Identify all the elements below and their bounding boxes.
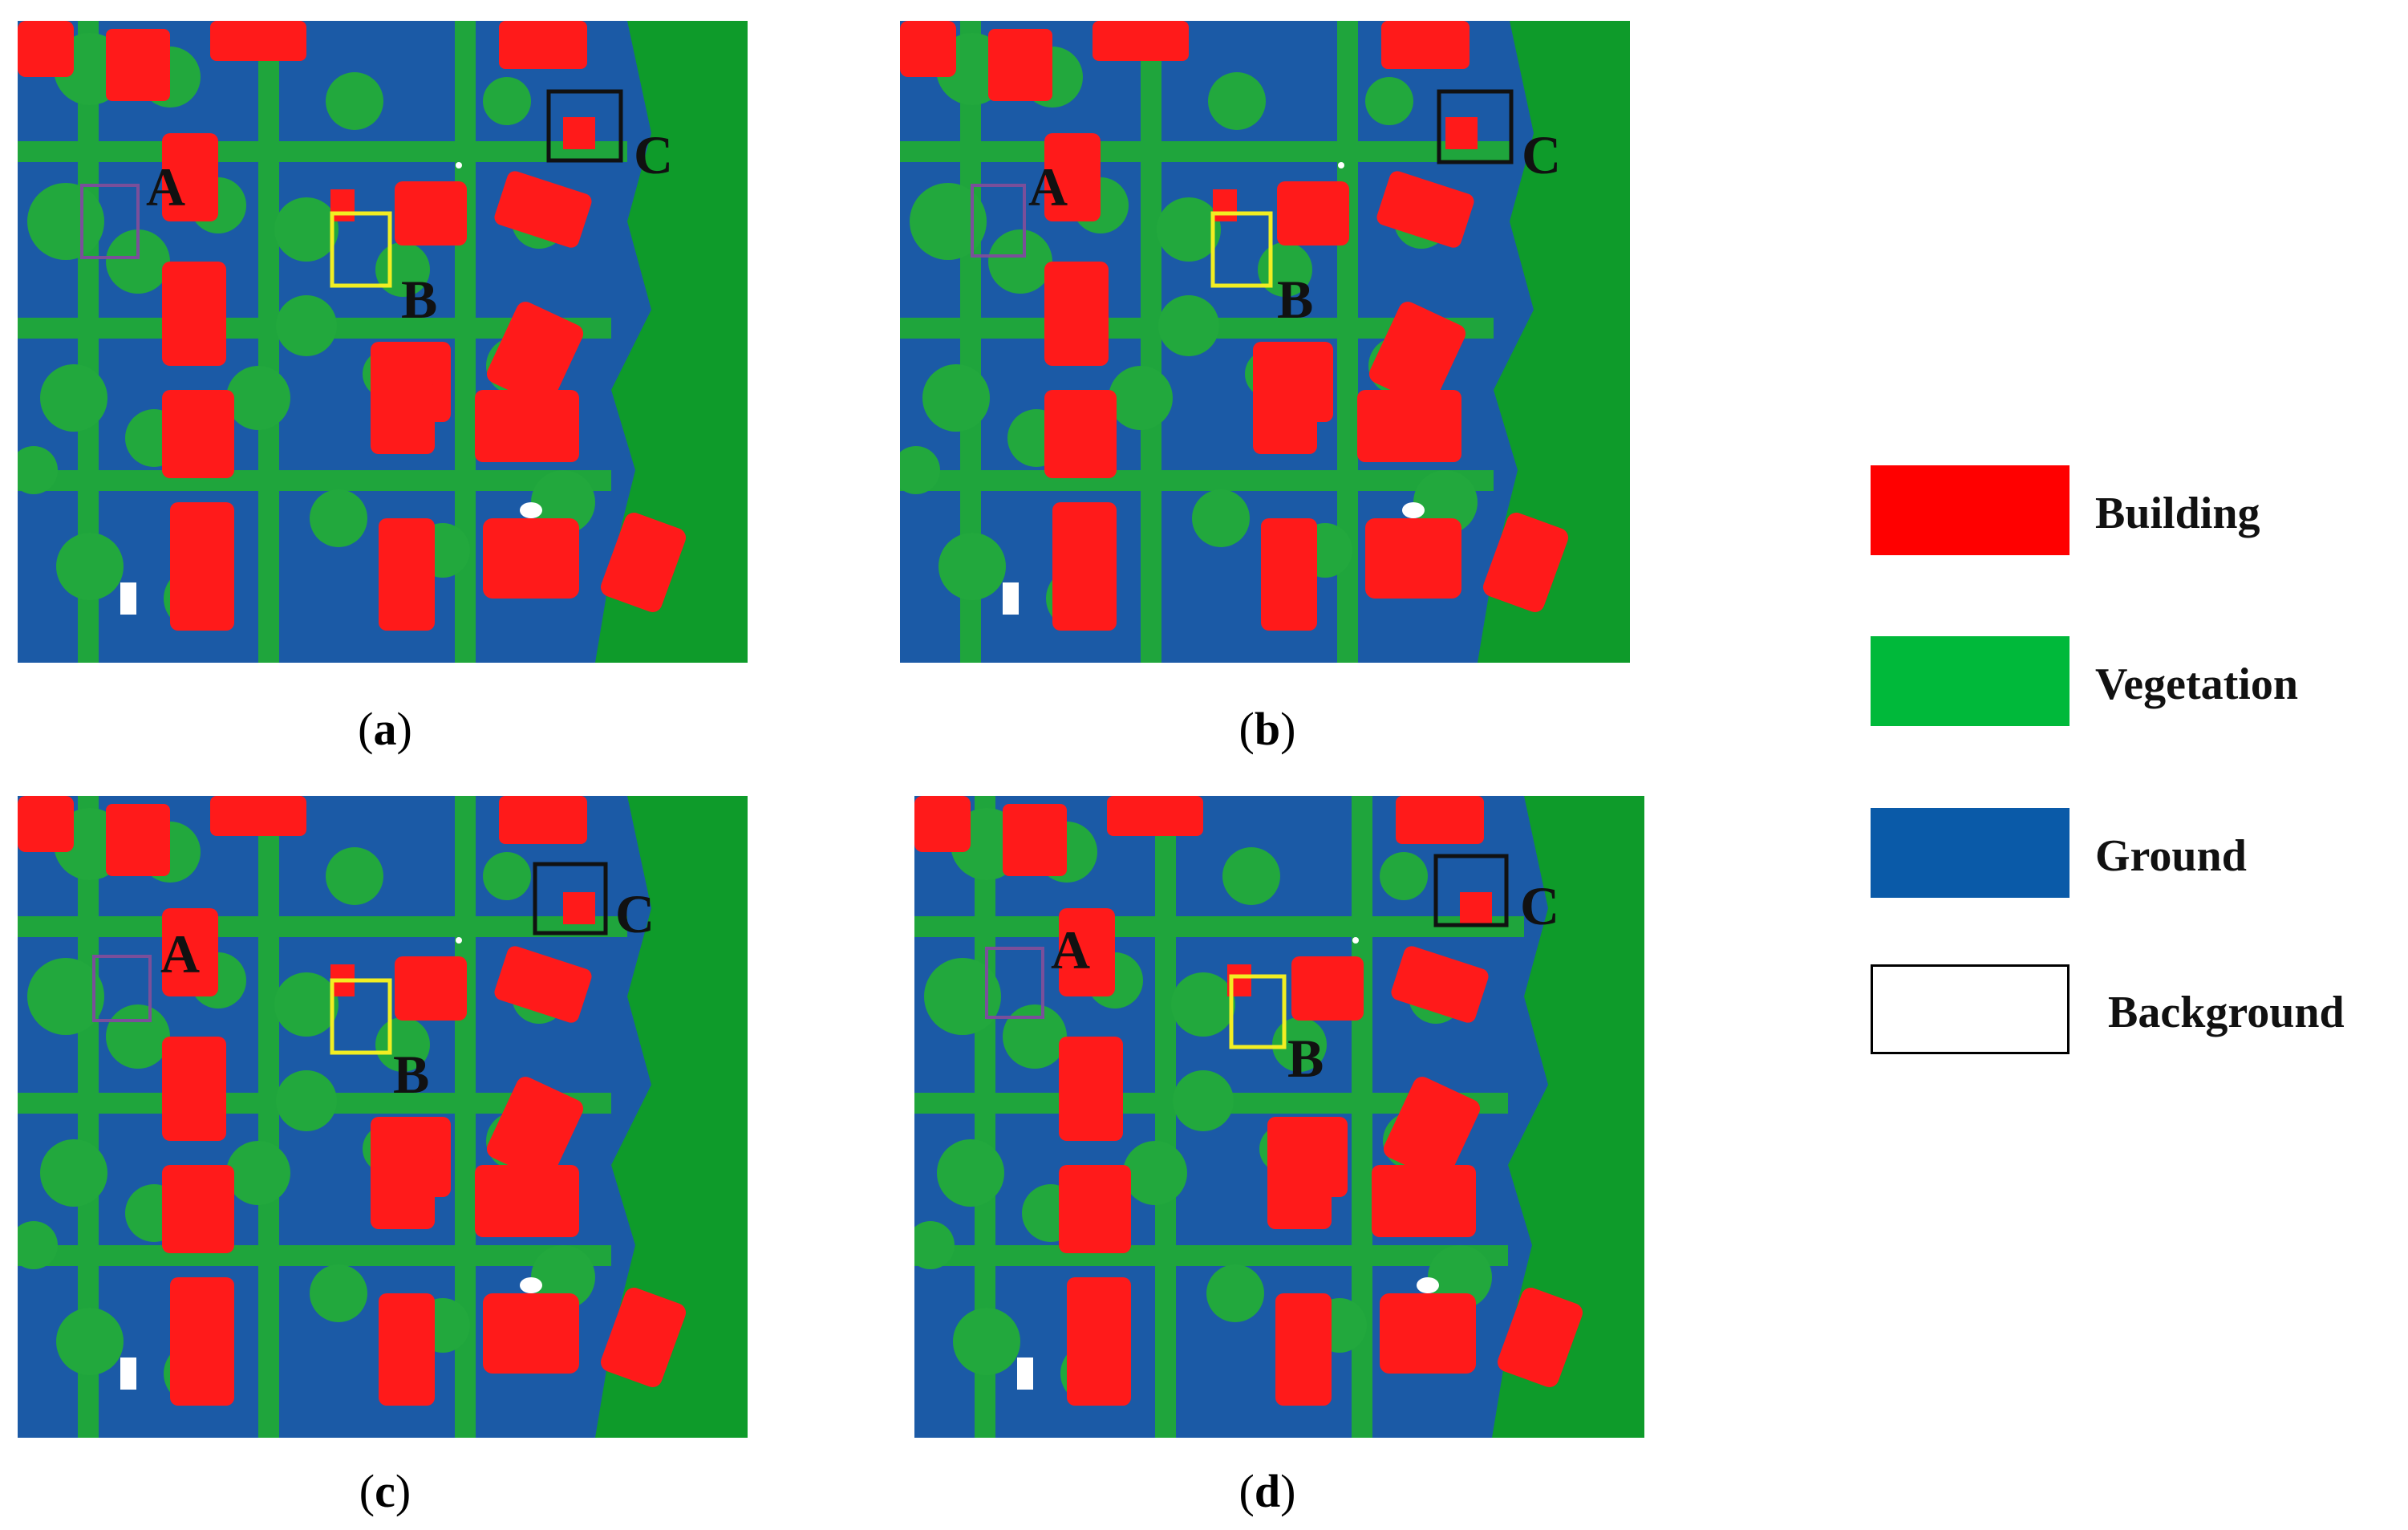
classification-map-c: A B C bbox=[18, 796, 748, 1438]
label-c: C bbox=[634, 124, 673, 185]
legend-swatch-ground bbox=[1871, 808, 2070, 898]
label-b: B bbox=[1277, 269, 1313, 330]
map-panel-c: A B C bbox=[18, 796, 748, 1438]
box-b bbox=[330, 978, 392, 1055]
legend-swatch-background bbox=[1871, 964, 2070, 1054]
label-c: C bbox=[1522, 124, 1561, 185]
box-c bbox=[533, 862, 608, 935]
label-a: A bbox=[160, 923, 200, 984]
legend-swatch-vegetation bbox=[1871, 636, 2070, 726]
box-a bbox=[971, 184, 1026, 258]
caption-d: (d) bbox=[1238, 1465, 1296, 1517]
classification-map-a: A B C bbox=[18, 21, 748, 663]
caption-b: (b) bbox=[1238, 703, 1296, 755]
caption-c: (c) bbox=[359, 1465, 411, 1517]
caption-a-letter: a bbox=[373, 703, 397, 755]
legend-label-vegetation: Vegetation bbox=[2095, 659, 2299, 709]
label-c: C bbox=[1520, 875, 1559, 936]
label-b: B bbox=[401, 269, 437, 330]
caption-b-letter: b bbox=[1254, 703, 1281, 755]
box-b bbox=[1229, 974, 1287, 1049]
box-c bbox=[546, 89, 623, 163]
label-b: B bbox=[1287, 1028, 1324, 1089]
label-a: A bbox=[146, 156, 185, 217]
caption-d-letter: d bbox=[1254, 1465, 1281, 1517]
label-c: C bbox=[615, 883, 655, 944]
caption-c-letter: c bbox=[375, 1465, 395, 1517]
classification-map-b: A B C bbox=[900, 21, 1630, 663]
legend-label-ground: Ground bbox=[2095, 831, 2247, 881]
label-a: A bbox=[1028, 156, 1068, 217]
map-panel-b: A B C bbox=[900, 21, 1630, 663]
map-panel-a: A B C bbox=[18, 21, 748, 663]
box-c bbox=[1437, 89, 1514, 164]
box-a bbox=[985, 947, 1044, 1019]
legend-label-building: Building bbox=[2095, 489, 2260, 538]
label-b: B bbox=[393, 1044, 429, 1105]
label-a: A bbox=[1051, 919, 1090, 980]
caption-a: (a) bbox=[358, 703, 412, 755]
box-a bbox=[92, 955, 152, 1022]
classification-map-d: A B C bbox=[914, 796, 1644, 1438]
box-b bbox=[330, 211, 392, 288]
box-a bbox=[80, 184, 140, 259]
map-panel-d: A B C bbox=[914, 796, 1644, 1438]
legend-swatch-building bbox=[1871, 465, 2070, 555]
box-b bbox=[1210, 211, 1273, 288]
legend-label-background: Background bbox=[2108, 988, 2345, 1037]
box-c bbox=[1433, 854, 1509, 927]
